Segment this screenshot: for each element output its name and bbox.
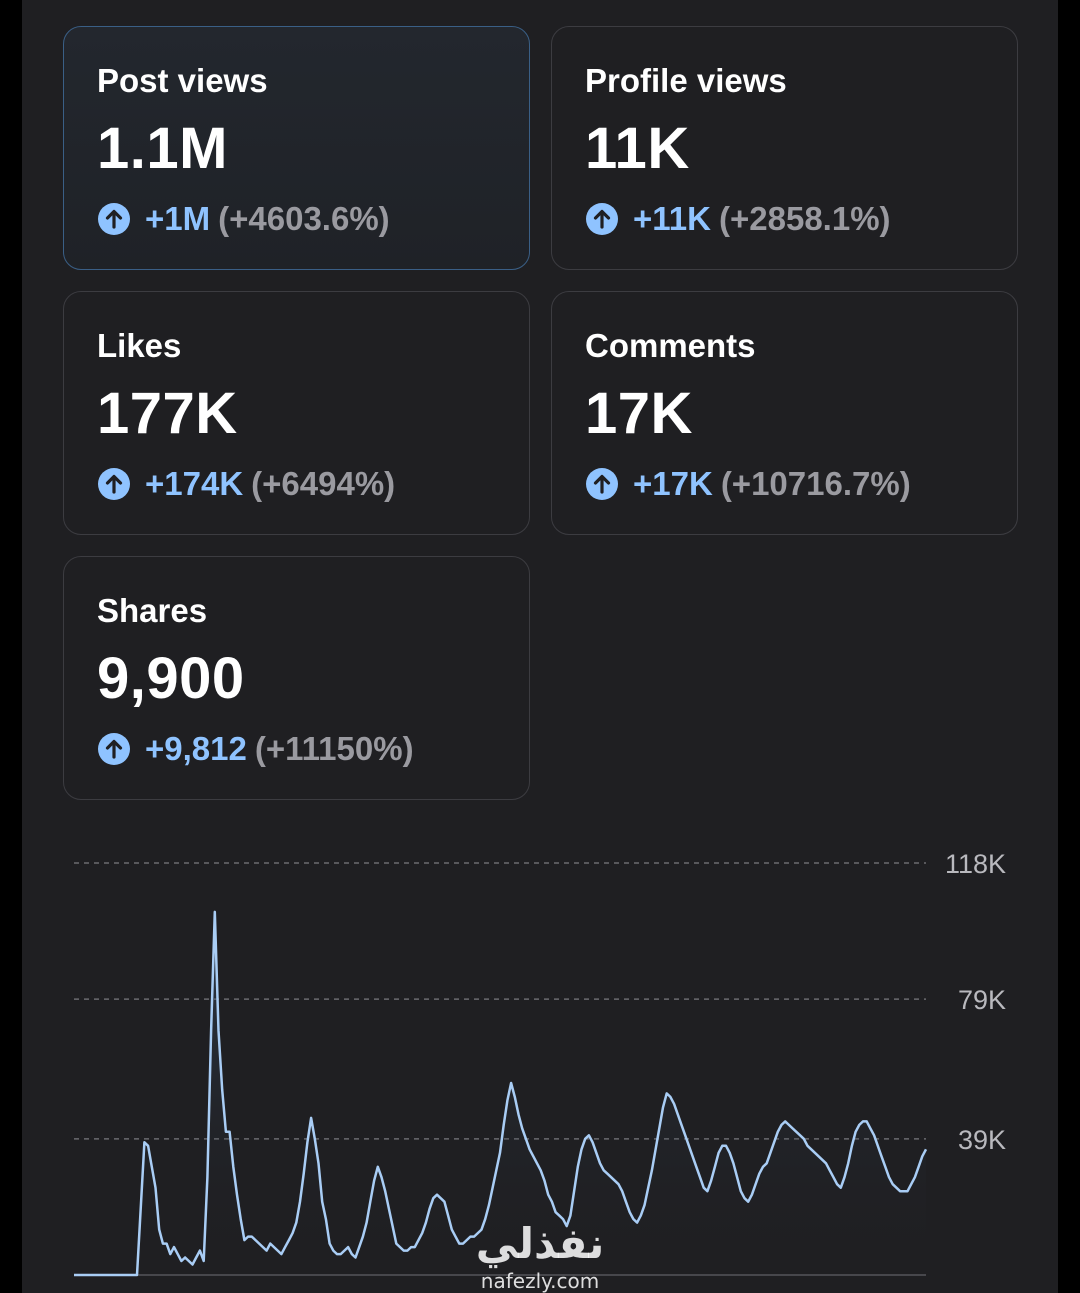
metric-delta: +174K (+6494%) bbox=[97, 464, 395, 504]
delta-absolute: +11K bbox=[633, 200, 711, 237]
metric-label: Profile views bbox=[585, 62, 787, 99]
delta-percent: (+10716.7%) bbox=[720, 465, 911, 502]
chart-area-fill bbox=[74, 911, 926, 1275]
metric-value: 17K bbox=[585, 381, 693, 446]
watermark: نفذلي nafezly.com bbox=[476, 1219, 605, 1293]
metric-delta: +9,812 (+11150%) bbox=[97, 729, 414, 769]
watermark-arabic: نفذلي bbox=[476, 1219, 605, 1269]
metric-label: Shares bbox=[97, 592, 208, 629]
metric-delta: +11K (+2858.1%) bbox=[585, 199, 891, 239]
arrow-up-circle-icon bbox=[98, 203, 130, 235]
metric-card-profile-views[interactable]: Profile views 11K +11K (+2858.1%) bbox=[551, 26, 1018, 270]
metric-delta: +17K (+10716.7%) bbox=[585, 464, 911, 504]
arrow-up-circle-icon bbox=[586, 203, 618, 235]
metric-value: 177K bbox=[97, 381, 238, 446]
arrow-up-circle-icon bbox=[98, 733, 130, 765]
y-tick-label: 118K bbox=[945, 849, 1006, 879]
metric-value: 1.1M bbox=[97, 116, 228, 181]
y-tick-label: 39K bbox=[958, 1125, 1006, 1155]
y-tick-label: 79K bbox=[958, 985, 1006, 1015]
delta-percent: (+11150%) bbox=[254, 730, 414, 767]
metric-card-comments[interactable]: Comments 17K +17K (+10716.7%) bbox=[551, 291, 1018, 535]
metric-label: Post views bbox=[97, 62, 268, 99]
metric-value: 9,900 bbox=[97, 646, 245, 711]
arrow-up-circle-icon bbox=[98, 468, 130, 500]
metric-delta: +1M (+4603.6%) bbox=[97, 199, 390, 239]
delta-percent: (+4603.6%) bbox=[218, 200, 390, 237]
watermark-url: nafezly.com bbox=[481, 1269, 599, 1293]
metric-card-likes[interactable]: Likes 177K +174K (+6494%) bbox=[63, 291, 530, 535]
arrow-up-circle-icon bbox=[586, 468, 618, 500]
delta-percent: (+6494%) bbox=[251, 465, 396, 502]
delta-absolute: +17K bbox=[633, 465, 713, 502]
chart-series-line bbox=[74, 910, 928, 1277]
metric-label: Comments bbox=[585, 327, 756, 364]
delta-absolute: +174K bbox=[145, 465, 244, 502]
metric-label: Likes bbox=[97, 327, 182, 364]
delta-absolute: +9,812 bbox=[145, 730, 247, 767]
views-trend-chart: 118K 79K 39K نفذلي nafezly.com bbox=[74, 849, 1006, 1293]
delta-percent: (+2858.1%) bbox=[719, 200, 891, 237]
metric-value: 11K bbox=[585, 116, 690, 181]
delta-absolute: +1M bbox=[145, 200, 211, 237]
metric-card-post-views[interactable]: Post views 1.1M +1M (+4603.6%) bbox=[63, 26, 530, 270]
metric-card-shares[interactable]: Shares 9,900 +9,812 (+11150%) bbox=[63, 556, 530, 800]
